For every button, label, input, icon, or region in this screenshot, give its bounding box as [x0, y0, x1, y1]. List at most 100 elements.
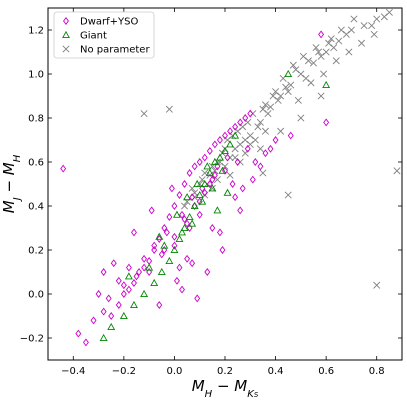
data-point-diamond [152, 242, 157, 248]
data-point-triangle [108, 324, 114, 330]
data-point-x [166, 106, 172, 112]
data-point-x [298, 115, 304, 121]
legend-label: Dwarf+YSO [80, 17, 138, 28]
plot-frame [48, 8, 402, 360]
data-point-x [368, 22, 374, 28]
data-point-x [394, 168, 400, 174]
data-point-diamond [240, 185, 245, 191]
y-tick-label: 1.0 [28, 70, 44, 81]
legend-label: No parameter [80, 45, 150, 56]
x-tick-label: 0.2 [217, 366, 233, 377]
data-point-x [374, 282, 380, 288]
data-point-x [260, 170, 266, 176]
series-x [141, 9, 400, 288]
data-point-diamond [132, 280, 137, 286]
data-point-triangle [131, 302, 137, 308]
data-point-diamond [167, 214, 172, 220]
data-point-diamond [185, 256, 190, 262]
data-point-x [262, 128, 268, 134]
x-tick-label: −0.4 [61, 366, 85, 377]
series-diamond [61, 31, 329, 345]
data-point-x [323, 49, 329, 55]
data-point-diamond [172, 234, 177, 240]
data-point-diamond [177, 192, 182, 198]
data-point-x [265, 110, 271, 116]
data-point-diamond [152, 247, 157, 253]
data-point-diamond [197, 212, 202, 218]
data-point-triangle [166, 258, 172, 264]
x-tick-label: 0.0 [166, 366, 182, 377]
data-point-diamond [238, 207, 243, 213]
data-point-triangle [323, 82, 329, 88]
y-axis-label: MJ − MH [0, 154, 23, 213]
data-point-triangle [171, 247, 177, 253]
data-point-x [338, 27, 344, 33]
x-axis-label: MH − MKS [192, 377, 259, 400]
data-point-diamond [121, 291, 126, 297]
data-point-diamond [288, 132, 293, 138]
data-point-diamond [195, 295, 200, 301]
data-point-triangle [186, 214, 192, 220]
data-point-diamond [116, 302, 121, 308]
data-point-diamond [258, 163, 263, 169]
legend: Dwarf+YSOGiantNo parameter [54, 12, 154, 58]
data-point-x [381, 14, 387, 20]
data-point-diamond [91, 317, 96, 323]
data-points [61, 9, 400, 345]
data-point-x [386, 9, 392, 15]
data-point-x [318, 93, 324, 99]
data-point-triangle [184, 194, 190, 200]
x-tick-label: 0.8 [369, 366, 385, 377]
data-point-x [237, 141, 243, 147]
y-tick-label: 1.2 [28, 26, 44, 37]
data-point-x [348, 27, 354, 33]
data-point-diamond [61, 165, 66, 171]
data-point-diamond [175, 278, 180, 284]
data-point-diamond [132, 229, 137, 235]
data-point-triangle [151, 280, 157, 286]
data-point-diamond [324, 119, 329, 125]
data-point-triangle [214, 207, 220, 213]
data-point-diamond [180, 286, 185, 292]
data-point-diamond [84, 339, 89, 345]
x-tick-label: −0.2 [112, 366, 136, 377]
data-point-diamond [187, 170, 192, 176]
data-point-diamond [218, 229, 223, 235]
data-point-diamond [319, 31, 324, 37]
data-point-x [333, 58, 339, 64]
data-point-diamond [192, 163, 197, 169]
data-point-diamond [233, 194, 238, 200]
data-point-triangle [224, 190, 230, 196]
data-point-triangle [141, 291, 147, 297]
data-point-diamond [202, 154, 207, 160]
data-point-diamond [101, 269, 106, 275]
data-point-diamond [127, 264, 132, 270]
data-point-x [351, 16, 357, 22]
data-point-x [303, 75, 309, 81]
data-point-x [247, 132, 253, 138]
data-point-diamond [106, 295, 111, 301]
data-point-x [227, 172, 233, 178]
data-point-triangle [174, 212, 180, 218]
data-point-diamond [253, 159, 258, 165]
data-point-diamond [218, 137, 223, 143]
data-point-triangle [159, 269, 165, 275]
data-point-x [374, 16, 380, 22]
data-point-diamond [263, 150, 268, 156]
data-point-triangle [100, 335, 106, 341]
data-point-diamond [177, 264, 182, 270]
data-point-diamond [250, 176, 255, 182]
data-point-diamond [101, 308, 106, 314]
data-point-diamond [230, 181, 235, 187]
data-point-x [141, 110, 147, 116]
data-point-diamond [182, 181, 187, 187]
data-point-diamond [142, 256, 147, 262]
data-point-x [336, 38, 342, 44]
data-point-diamond [205, 269, 210, 275]
data-point-diamond [220, 247, 225, 253]
data-point-x [358, 40, 364, 46]
series-triangle [100, 71, 329, 341]
x-axis-ticks: −0.4 −0.2 0.0 0.2 0.4 0.6 0.8 [61, 8, 385, 377]
data-point-diamond [172, 203, 177, 209]
data-point-triangle [179, 229, 185, 235]
